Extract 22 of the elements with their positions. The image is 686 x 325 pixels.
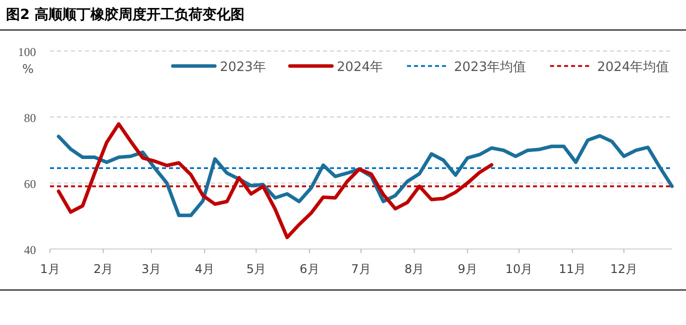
legend-label: 2023年 — [220, 60, 266, 75]
x-tick-label: 7月 — [351, 262, 371, 276]
x-tick-label: 10月 — [505, 262, 533, 276]
legend-label: 2023年均值 — [454, 60, 526, 75]
y-tick-label: 100 — [18, 45, 36, 59]
legend-label: 2024年 — [336, 60, 383, 75]
x-tick-label: 11月 — [558, 262, 586, 276]
x-tick-label: 12月 — [610, 262, 638, 276]
x-tick-label: 2月 — [93, 262, 114, 276]
x-tick-label: 5月 — [246, 262, 266, 276]
x-tick-label: 8月 — [404, 262, 424, 276]
y-tick-label: 60 — [24, 177, 36, 191]
y-tick-label: 40 — [24, 243, 36, 257]
y-tick-label: 80 — [24, 111, 36, 125]
x-tick-label: 9月 — [458, 262, 478, 276]
chart-title: 图2 高顺顺丁橡胶周度开工负荷变化图 — [6, 6, 245, 23]
y-axis-title: % — [22, 62, 34, 76]
x-tick-label: 4月 — [194, 262, 214, 276]
legend-label: 2024年均值 — [597, 60, 670, 75]
x-tick-label: 1月 — [40, 262, 60, 276]
x-tick-label: 6月 — [300, 262, 320, 276]
x-tick-label: 3月 — [142, 262, 162, 276]
